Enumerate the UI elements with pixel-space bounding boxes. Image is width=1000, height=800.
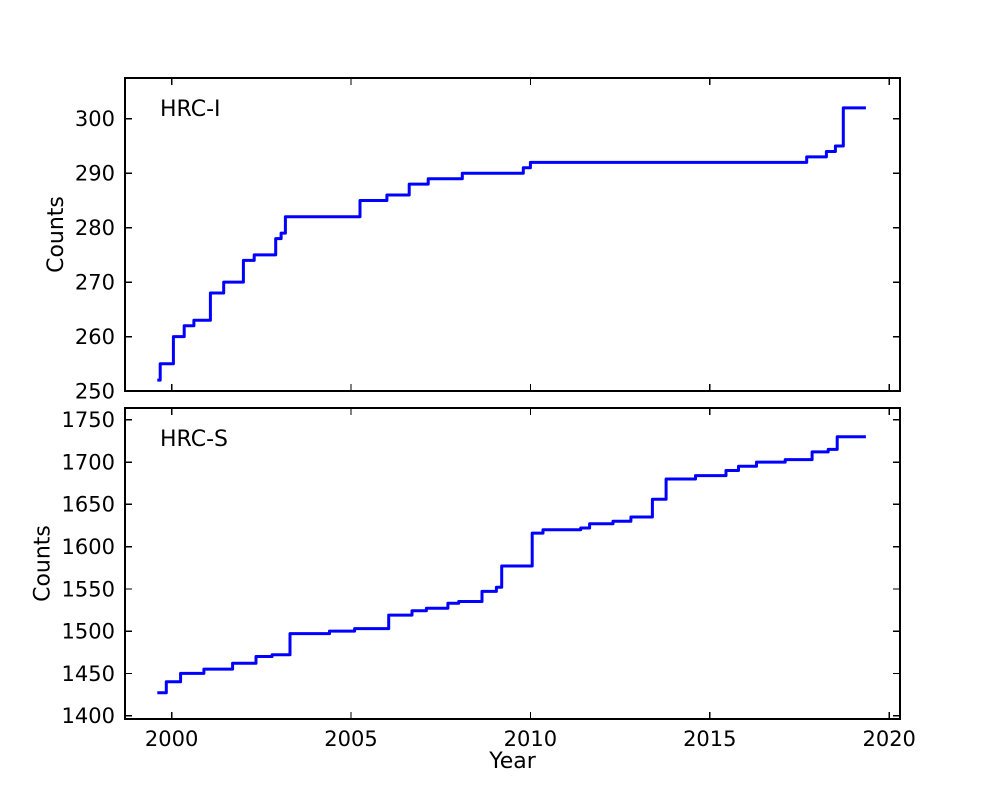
axes-frame xyxy=(124,77,901,392)
y-tick-label: 1500 xyxy=(62,619,115,643)
series-annotation: HRC-I xyxy=(160,97,221,122)
series-annotation: HRC-S xyxy=(160,427,228,452)
y-tick-label: 300 xyxy=(75,107,115,131)
y-tick-label: 250 xyxy=(75,379,115,403)
x-tick-label: 2020 xyxy=(862,727,915,751)
axes-frame xyxy=(124,407,901,720)
y-tick-label: 280 xyxy=(75,216,115,240)
y-tick-label: 1550 xyxy=(62,577,115,601)
y-tick-label: 1650 xyxy=(62,493,115,517)
x-tick-label: 2000 xyxy=(145,727,198,751)
x-axis-label: Year xyxy=(488,749,537,774)
hrc-i-line xyxy=(157,106,866,382)
y-axis-label: Counts xyxy=(44,196,69,273)
y-tick-label: 1400 xyxy=(62,704,115,728)
y-tick-label: 260 xyxy=(75,325,115,349)
y-tick-label: 1700 xyxy=(62,450,115,474)
y-tick-label: 270 xyxy=(75,270,115,294)
y-axis-label: Counts xyxy=(30,525,55,602)
x-tick-label: 2010 xyxy=(504,727,557,751)
y-tick-label: 1750 xyxy=(62,408,115,432)
hrc-s-line xyxy=(157,435,866,695)
x-tick-label: 2015 xyxy=(683,727,736,751)
y-tick-label: 1450 xyxy=(62,662,115,686)
panel-hrc-i: 250 260 270 280 290 300 Counts HRC-I xyxy=(44,77,901,403)
x-tick-label: 2005 xyxy=(324,727,377,751)
y-tick-label: 1600 xyxy=(62,535,115,559)
panel-hrc-s: 2000 2005 2010 2015 2020 1400 1450 1500 1550 1600… xyxy=(30,407,916,774)
y-tick-label: 290 xyxy=(75,162,115,186)
